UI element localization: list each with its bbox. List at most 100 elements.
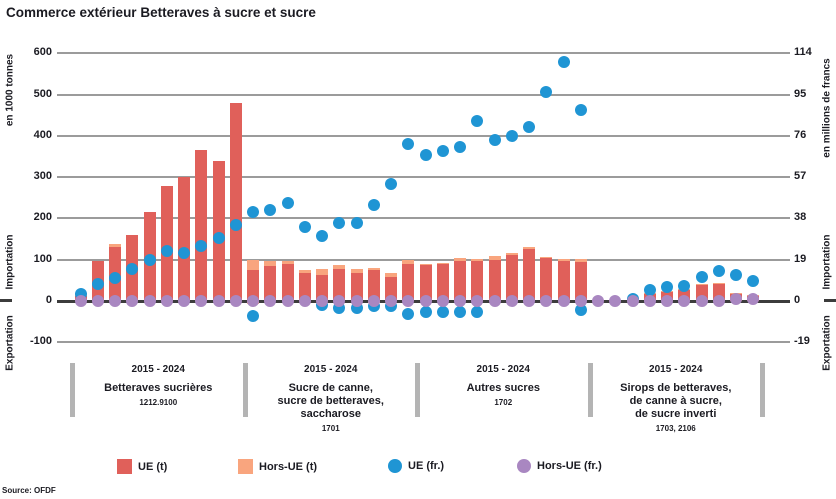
dot-hors-ue-francs [385,295,398,307]
group-year-range: 2015 - 2024 [304,364,358,375]
bar-ue-import [178,177,191,301]
bar-ue-import [229,102,242,301]
dot-ue-francs [402,138,415,151]
group-name: Autres sucres [466,382,540,394]
bar-ue-import [195,150,208,301]
group-divider [70,363,75,417]
dot-ue-francs [91,277,104,290]
dot-ue-francs-export [419,305,432,318]
dot-hors-ue-francs [540,295,553,307]
grid-line [57,134,790,137]
dot-hors-ue-francs [523,295,536,307]
bar-hors-ue-import [488,256,501,260]
right-axis-tick-label: 19 [794,252,807,265]
dot-hors-ue-francs [212,295,225,307]
bar-hors-ue-import [471,258,484,261]
dot-hors-ue-francs [488,295,501,307]
dot-hors-ue-francs [695,295,708,307]
group-divider [760,363,765,417]
bar-hors-ue-import [712,283,725,285]
dot-hors-ue-francs [333,295,346,307]
bar-hors-ue-import [281,260,294,264]
bar-ue-import [247,269,260,301]
bar-hors-ue-import [402,259,415,264]
bar-ue-import [419,264,432,301]
dot-hors-ue-francs [74,295,87,307]
chart-title: Commerce extérieur Betteraves à sucre et… [6,5,316,20]
dot-hors-ue-francs [643,295,656,307]
right-axis-tick-label: 95 [794,87,807,100]
dot-ue-francs [419,149,432,162]
grid-line [57,52,790,55]
dot-ue-francs [436,145,449,158]
group-tariff-code: 1703, 2106 [655,424,696,433]
dot-hors-ue-francs [592,295,605,307]
left-axis-tick-label: 200 [33,211,52,224]
dot-ue-francs [212,231,225,244]
right-axis-unit-label: en millions de francs [821,58,833,158]
group-label: 2015 - 2024 Sirops de betteraves, de cann… [590,364,763,433]
dot-ue-francs [195,239,208,252]
group-name: Betteraves sucrières [104,382,213,394]
hors-ue-bar-swatch-icon [238,459,253,474]
dot-hors-ue-francs [574,295,587,307]
bar-hors-ue-import [454,258,467,262]
source-note: Source: OFDF [2,486,56,495]
bar-ue-import [557,261,570,301]
dot-ue-francs-export [402,308,415,321]
dot-hors-ue-francs [298,295,311,307]
dot-ue-francs [264,203,277,216]
grid-line [57,217,790,220]
dot-ue-francs [695,271,708,284]
group-divider [415,363,420,417]
dot-hors-ue-francs [126,295,139,307]
right-axis-tick-label: 57 [794,170,807,183]
bar-hors-ue-import [557,258,570,262]
zero-axis-tick-right [824,299,836,302]
dot-hors-ue-francs [350,295,363,307]
bar-hors-ue-import [333,265,346,269]
dot-ue-francs [333,216,346,229]
dot-hors-ue-francs [678,295,691,307]
bar-ue-import [264,266,277,301]
bar-hors-ue-import [247,259,260,270]
right-axis-tick-label: 114 [794,46,812,59]
group-year-range: 2015 - 2024 [649,364,703,375]
bar-ue-import [436,263,449,301]
dot-hors-ue-francs [712,295,725,307]
dot-ue-francs [471,114,484,127]
dot-ue-francs-export [574,303,587,316]
right-axis-tick-label: -19 [794,335,810,348]
dot-hors-ue-francs [247,295,260,307]
group-name: Sucre de canne, sucre de betteraves, sac… [277,382,384,420]
dot-hors-ue-francs [281,295,294,307]
group-divider [242,363,248,417]
dot-hors-ue-francs [160,295,173,307]
left-axis-tick-label: 0 [45,294,52,306]
dot-ue-francs [505,129,518,142]
dot-ue-francs [160,245,173,257]
bar-ue-import [316,274,329,301]
dot-hors-ue-francs [178,295,191,307]
right-axis-tick-label: 76 [794,128,807,141]
group-label: 2015 - 2024 Autres sucres 1702 [417,364,590,407]
dot-ue-francs [678,279,691,292]
legend-item-ue-fr: UE (fr.) [388,459,444,473]
dot-hors-ue-francs [91,295,104,307]
group-label: 2015 - 2024 Sucre de canne, sucre de bett… [245,364,418,433]
bar-ue-import [574,261,587,301]
dot-ue-francs [281,197,294,210]
dot-ue-francs [126,263,139,276]
dot-hors-ue-francs [609,295,622,307]
bar-hors-ue-import [385,272,398,278]
bar-hors-ue-import [540,257,553,259]
bar-ue-import [281,263,294,301]
dot-hors-ue-francs [195,295,208,307]
dot-ue-francs-export [436,305,449,318]
bar-ue-import [471,260,484,301]
legend-label: Hors-UE (fr.) [537,460,602,472]
dot-ue-francs-export [471,305,484,318]
dot-hors-ue-francs [626,295,639,307]
dot-ue-francs [109,272,122,285]
